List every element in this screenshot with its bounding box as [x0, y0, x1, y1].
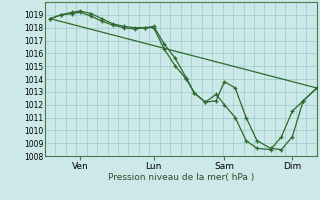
X-axis label: Pression niveau de la mer( hPa ): Pression niveau de la mer( hPa ) [108, 173, 254, 182]
